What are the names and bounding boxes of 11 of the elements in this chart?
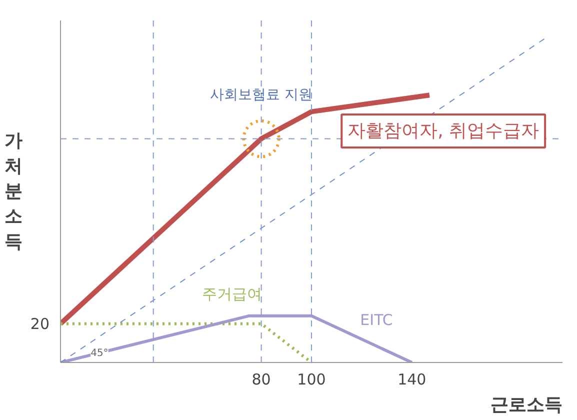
y-axis-title: 가처분소득 [4, 130, 22, 252]
x-tick-label: 100 [297, 370, 326, 388]
x-tick-label: 140 [398, 370, 426, 388]
x-tick-label: 80 [252, 370, 271, 388]
series-label: EITC [360, 310, 393, 329]
text: 20 [30, 315, 50, 334]
annotation: 사회보험료 지원 [210, 86, 313, 103]
annotation: 45° [90, 348, 108, 360]
series-label: 자활참여자, 취업수급자 [348, 120, 540, 142]
x-axis-title: 근로소득 [490, 394, 562, 416]
series-label: 주거급여 [202, 284, 262, 303]
